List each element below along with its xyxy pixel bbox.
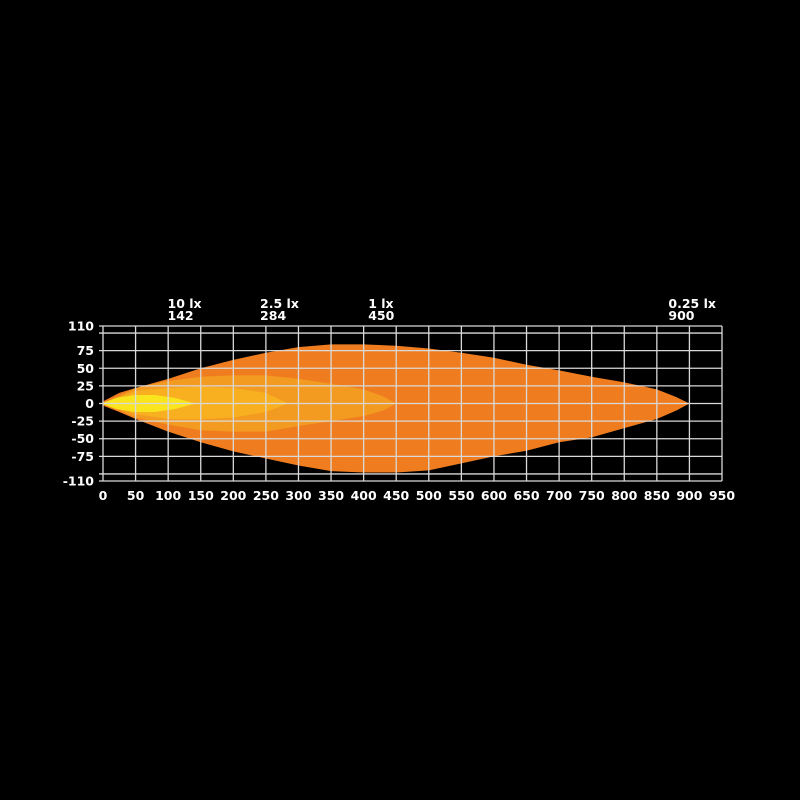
x-tick-label: 600 — [481, 488, 507, 503]
x-tick-label: 950 — [709, 488, 735, 503]
grid — [99, 325, 723, 482]
x-tick-label: 700 — [546, 488, 572, 503]
lux-level-label: 2.5 lx — [260, 296, 299, 311]
lux-distance-label: 142 — [168, 308, 194, 323]
lux-level-label: 10 lx — [168, 296, 202, 311]
x-tick-label: 450 — [383, 488, 409, 503]
lux-distance-label: 284 — [260, 308, 286, 323]
y-tick-label: -25 — [71, 414, 94, 429]
x-tick-label: 150 — [188, 488, 214, 503]
y-tick-label: -75 — [71, 449, 94, 464]
y-tick-label: -110 — [63, 474, 95, 489]
x-tick-label: 100 — [155, 488, 181, 503]
y-tick-label: 110 — [68, 319, 94, 334]
y-tick-label: 0 — [85, 396, 94, 411]
x-tick-label: 200 — [220, 488, 246, 503]
x-tick-labels: 0 50 100 150 200 250 300 350 400 450 500 550 600 650 7… — [99, 488, 736, 503]
y-tick-label: 75 — [77, 343, 94, 358]
y-tick-label: -50 — [71, 431, 94, 446]
x-tick-label: 750 — [579, 488, 605, 503]
lux-level-label: 1 lx — [368, 296, 393, 311]
x-tick-label: 250 — [253, 488, 279, 503]
y-tick-labels: 110 75 50 25 0 -25 -50 -75 -110 — [63, 319, 95, 489]
lux-distance-label: 900 — [668, 308, 694, 323]
x-tick-label: 400 — [351, 488, 377, 503]
x-tick-label: 550 — [448, 488, 474, 503]
lux-level-label: 0.25 lx — [668, 296, 716, 311]
x-tick-label: 300 — [285, 488, 311, 503]
x-tick-label: 900 — [676, 488, 702, 503]
x-tick-label: 50 — [127, 488, 145, 503]
x-tick-label: 350 — [318, 488, 344, 503]
x-tick-label: 650 — [513, 488, 539, 503]
lux-distance-label: 450 — [368, 308, 394, 323]
y-tick-label: 50 — [77, 361, 95, 376]
x-tick-label: 800 — [611, 488, 637, 503]
x-tick-label: 500 — [416, 488, 442, 503]
x-tick-label: 0 — [99, 488, 108, 503]
x-tick-label: 850 — [644, 488, 670, 503]
y-tick-label: 25 — [77, 378, 94, 393]
